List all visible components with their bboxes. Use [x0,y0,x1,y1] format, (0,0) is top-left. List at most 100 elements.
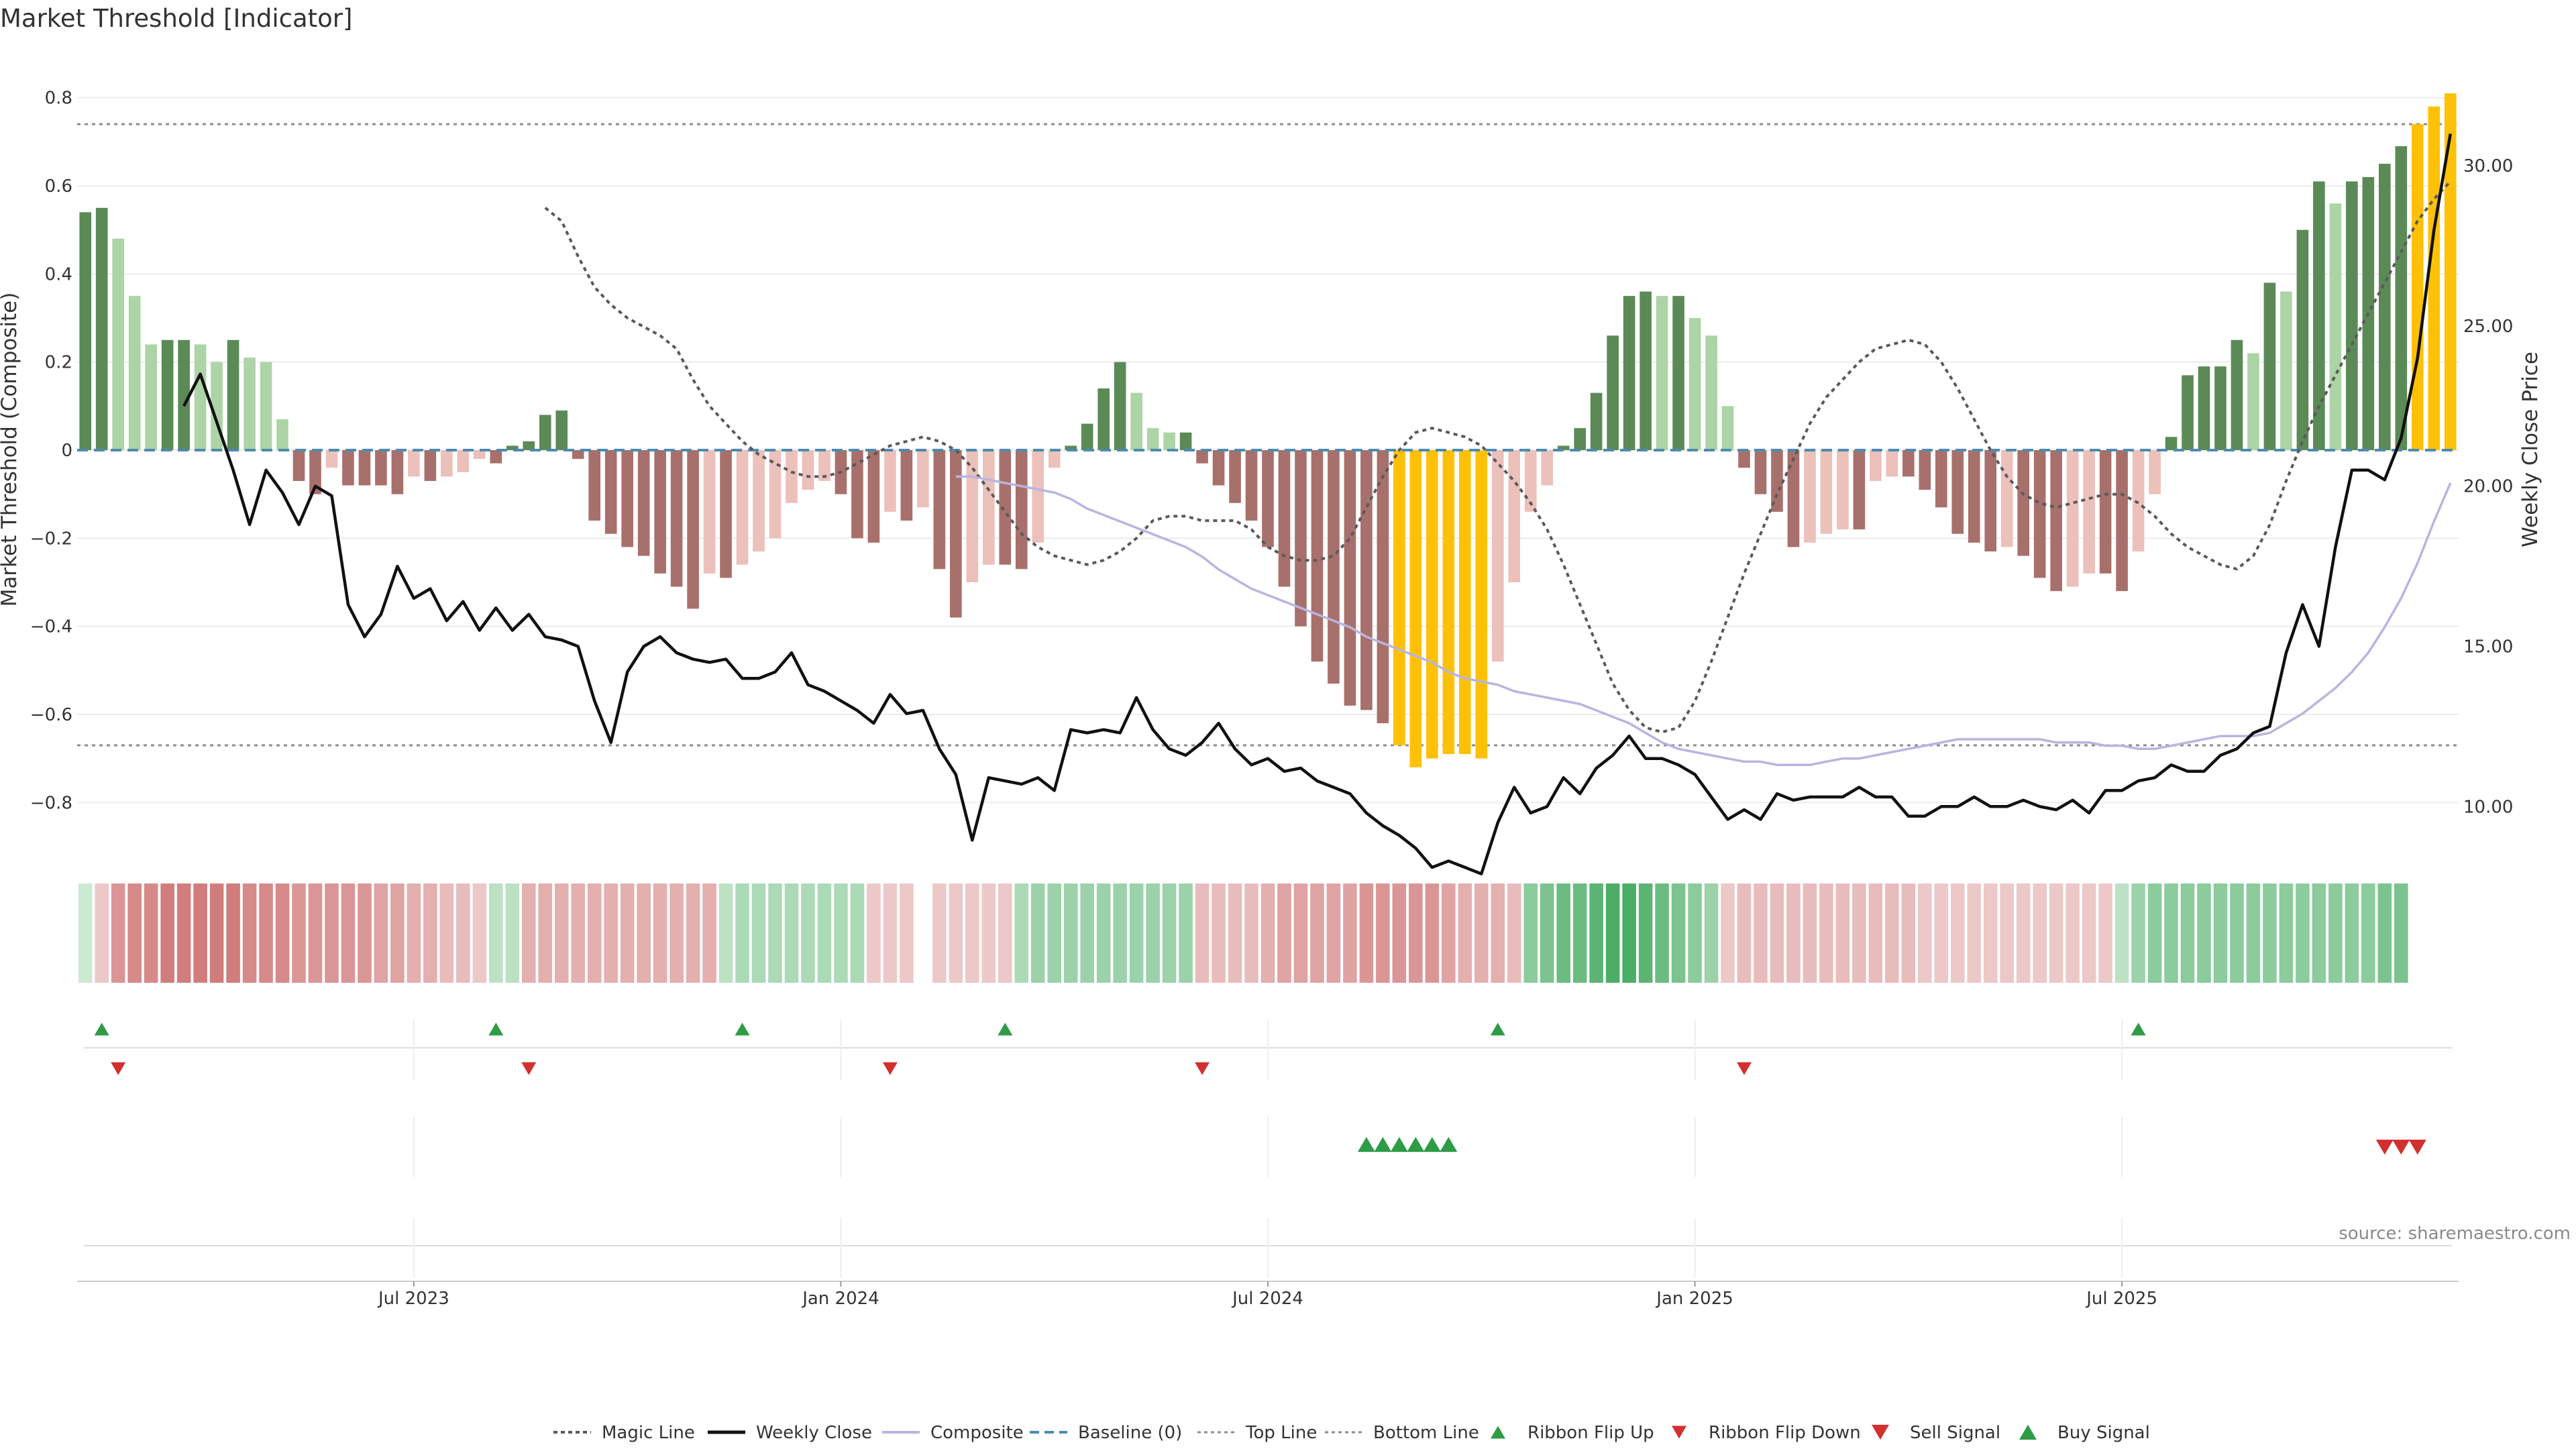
bar [375,450,387,486]
ribbon-cell [1655,883,1669,983]
bar [2296,229,2309,450]
bar [1951,450,1964,534]
bar [1935,450,1947,508]
legend-label: Composite [930,1423,1024,1443]
y2-tick-label: 15.00 [2463,637,2513,657]
ribbon-cell [2033,883,2047,983]
ribbon-cell [1030,883,1045,983]
ribbon-flip-up-marker [2131,1022,2146,1036]
bar [950,450,962,618]
bar [1262,450,1274,547]
x-tick-labels: Jul 2023 Jan 2024 Jul 2024 Jan 2025 Jul 2025 [377,1281,2157,1309]
bar [2231,339,2243,450]
ribbon-cell [407,883,421,983]
bar [999,450,1012,565]
bar [1130,392,1142,450]
ribbon-cell [2279,883,2294,983]
bar [2099,450,2112,574]
bar [2428,106,2440,451]
ribbon-flip-up-marker [488,1022,504,1036]
ribbon-cell [2098,883,2112,983]
ribbon-cell [1359,883,1374,983]
y-tick-label: 0.4 [45,264,72,284]
weekly-close-line [182,133,2453,875]
ribbon-cell [1260,883,1275,983]
legend-swatch [2019,1424,2037,1440]
bar [342,450,354,486]
ribbon-cell [1063,883,1078,983]
ribbon-cell [554,883,569,983]
bar [2066,450,2079,587]
bar [358,450,371,486]
bar [441,450,453,477]
ribbon-cell [653,883,667,983]
ribbon-cell [259,883,273,983]
ribbon-flip-down-marker [1737,1062,1752,1075]
ribbon-cell [735,883,749,983]
ribbon-cell [1179,883,1193,983]
bar [2033,450,2046,578]
bar [1919,450,1931,490]
bar [2247,353,2259,450]
bar [1623,296,1635,450]
bar [523,441,535,450]
ribbon-cell [981,883,996,983]
ribbon-cell [669,883,684,983]
ribbon-cell [1442,883,1456,983]
bar [1721,406,1734,450]
bar [128,296,141,450]
ribbon-cell [1162,883,1177,983]
bar [818,450,830,481]
ribbon-cell [275,883,290,983]
bar [851,450,863,539]
ribbon-cell [209,883,224,983]
ribbon-cell [1326,883,1341,983]
bar [1179,432,1192,450]
ribbon-cell [1474,883,1489,983]
bar [1328,450,1340,684]
ribbon-cell [801,883,815,983]
ribbon-cell [489,883,503,983]
bar [309,450,321,494]
bar [474,450,486,460]
y2-tick-label: 30.00 [2463,156,2513,176]
bar [161,339,174,450]
buy-signal-marker [1440,1136,1458,1152]
bar [1640,291,1652,450]
x-tick-label: Jul 2025 [2085,1289,2157,1309]
bar [1146,428,1159,450]
ribbon-cell [358,883,372,983]
bar [2000,450,2013,547]
ribbon-cell [1376,883,1390,983]
legend-item: Bottom Line [1325,1423,1479,1443]
bar [769,450,782,539]
bar [1705,335,1717,450]
ribbon-cell [292,883,306,983]
ribbon-cell [1212,883,1226,983]
bar [1163,432,1175,450]
bar [867,450,880,543]
ribbon-cell [1540,883,1554,983]
ribbon-cell [1754,883,1768,983]
ribbon-cell [1113,883,1127,983]
y-tick-label: −0.6 [30,705,72,725]
bar [1508,450,1521,582]
ribbon-cell [1852,883,1866,983]
bar [325,450,338,468]
ribbon-cell [308,883,323,983]
ribbon-cell [1244,883,1258,983]
legend: Magic Line Weekly Close Composite Baseline … [553,1423,2150,1443]
bar [1295,450,1307,627]
bar [1426,450,1438,759]
ribbon-cell [144,883,158,983]
ribbon-cell [768,883,782,983]
ribbon-cell [1491,883,1505,983]
legend-swatch [1491,1426,1505,1439]
ribbon-cell [883,883,898,983]
y-tick-label: 0.2 [45,353,72,373]
ribbon-cell [2361,883,2375,983]
bar [1097,388,1110,450]
ribbon-cell [2180,883,2195,983]
bar [2280,291,2292,450]
bar [2050,450,2062,592]
